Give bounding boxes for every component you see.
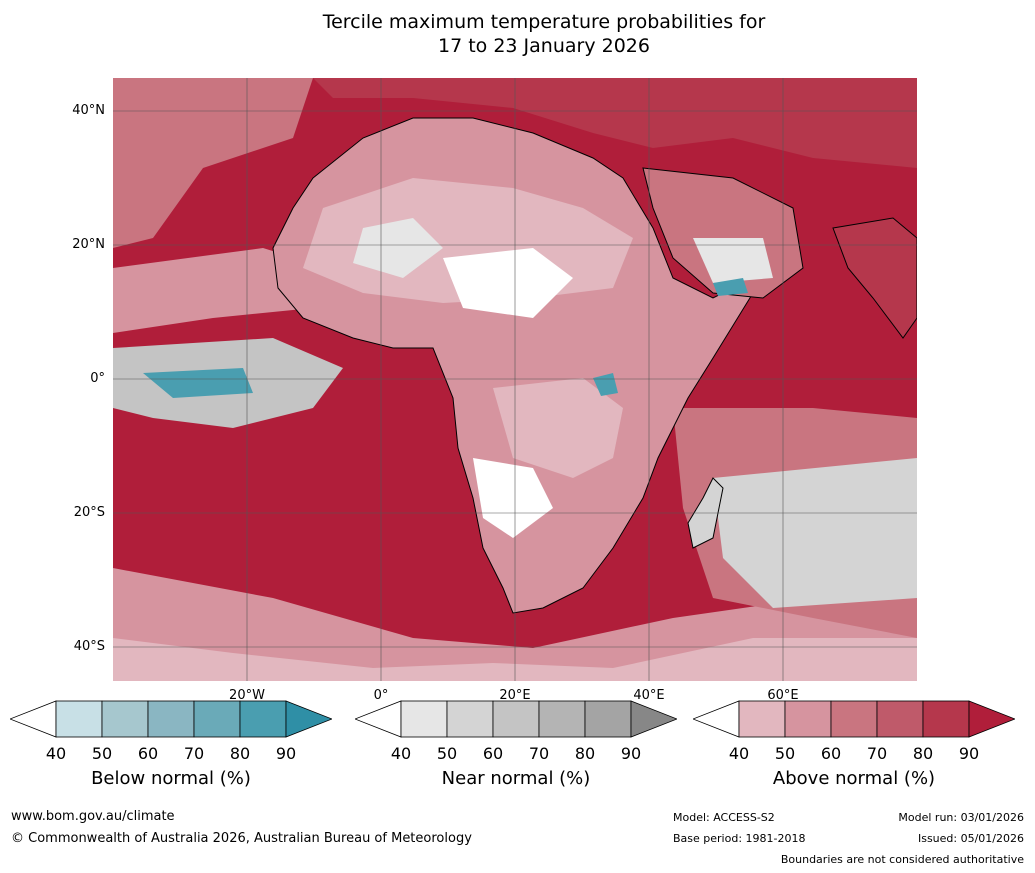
colorbar-above-extend-high <box>968 700 1015 738</box>
lat-label-0: 0° <box>90 371 105 386</box>
lon-label-20e: 20°E <box>499 688 531 703</box>
colorbar-above-bin-70-80 <box>876 700 924 738</box>
india-landmass <box>832 217 917 339</box>
colorbar-below-bin-60-70 <box>147 700 195 738</box>
colorbar-below-extend-low <box>10 700 57 738</box>
tick-near-50: 50 <box>436 744 458 763</box>
colorbar-near <box>355 700 677 738</box>
colorbar-near-extend-low <box>355 700 402 738</box>
region-below-normal-atlantic <box>143 368 253 398</box>
colorbar-below-bin-80-90 <box>239 700 287 738</box>
tick-near-60: 60 <box>482 744 504 763</box>
colorbar-below-extend-high <box>285 700 332 738</box>
colorbar-near-bin-80-90 <box>584 700 632 738</box>
colorbar-above <box>693 700 1015 738</box>
tick-above-60: 60 <box>820 744 842 763</box>
legend-title-near: Near normal (%) <box>441 768 591 789</box>
footer-model-run: Model run: 03/01/2026 <box>898 811 1024 824</box>
footer-base-period: Base period: 1981-2018 <box>673 832 806 845</box>
colorbar-near-bin-40-50 <box>400 700 448 738</box>
lat-label-20s: 20°S <box>73 505 105 520</box>
region-sahel-white <box>443 248 573 318</box>
tick-near-90: 90 <box>620 744 642 763</box>
colorbar-near-bin-70-80 <box>538 700 586 738</box>
lon-label-0: 0° <box>373 688 389 703</box>
region-europe <box>313 78 917 168</box>
colorbar-below-bin-50-60 <box>101 700 149 738</box>
footer-issued: Issued: 05/01/2026 <box>917 832 1024 845</box>
tick-below-70: 70 <box>183 744 205 763</box>
colorbar-above-bin-50-60 <box>784 700 832 738</box>
footer-disclaimer: Boundaries are not considered authoritat… <box>780 853 1024 866</box>
colorbar-above-bin-60-70 <box>830 700 878 738</box>
footer-website: www.bom.gov.au/climate <box>11 809 175 824</box>
tick-above-40: 40 <box>728 744 750 763</box>
legend-near-normal <box>355 700 677 738</box>
tick-below-90: 90 <box>275 744 297 763</box>
footer-copyright: © Commonwealth of Australia 2026, Austra… <box>11 831 472 846</box>
colorbar-above-bin-40-50 <box>738 700 786 738</box>
region-yemen-below <box>713 278 748 296</box>
colorbar-near-bin-60-70 <box>492 700 540 738</box>
probability-map <box>113 78 917 681</box>
colorbar-above-bin-80-90 <box>922 700 970 738</box>
colorbar-above-extend-low <box>693 700 740 738</box>
map-canvas <box>113 78 917 681</box>
region-north-atlantic <box>113 78 313 248</box>
tick-below-40: 40 <box>45 744 67 763</box>
lat-label-40s: 40°S <box>73 639 105 654</box>
title-line-1: Tercile maximum temperature probabilitie… <box>322 11 766 33</box>
colorbar-near-extend-high <box>630 700 677 738</box>
tick-above-50: 50 <box>774 744 796 763</box>
tick-below-50: 50 <box>91 744 113 763</box>
lon-label-20w: 20°W <box>229 688 265 703</box>
lon-label-60e: 60°E <box>767 688 799 703</box>
region-sahara-near <box>353 218 443 278</box>
legend-title-above: Above normal (%) <box>772 768 936 789</box>
legend-above-normal <box>693 700 1015 738</box>
tick-above-90: 90 <box>958 744 980 763</box>
lon-label-40e: 40°E <box>633 688 665 703</box>
tick-above-80: 80 <box>912 744 934 763</box>
title-line-2: 17 to 23 January 2026 <box>438 35 650 57</box>
colorbar-below <box>10 700 332 738</box>
region-south-central <box>493 378 623 478</box>
footer-model: Model: ACCESS-S2 <box>673 811 775 824</box>
tick-below-60: 60 <box>137 744 159 763</box>
region-southern-ocean-light <box>113 638 917 681</box>
region-kalahari-white <box>473 458 553 538</box>
tick-below-80: 80 <box>229 744 251 763</box>
tick-near-70: 70 <box>528 744 550 763</box>
tick-near-80: 80 <box>574 744 596 763</box>
colorbar-below-bin-70-80 <box>193 700 241 738</box>
lat-label-40n: 40°N <box>72 103 105 118</box>
legend-below-normal <box>10 700 332 738</box>
legend-title-below: Below normal (%) <box>91 768 251 789</box>
colorbar-below-bin-40-50 <box>55 700 103 738</box>
lat-label-20n: 20°N <box>72 237 105 252</box>
region-arabia-near <box>693 238 773 283</box>
colorbar-near-bin-50-60 <box>446 700 494 738</box>
map-title: Tercile maximum temperature probabilitie… <box>0 10 1035 58</box>
tick-above-70: 70 <box>866 744 888 763</box>
region-indian-ocean-near <box>713 458 917 608</box>
tick-near-40: 40 <box>390 744 412 763</box>
graticule <box>113 78 917 681</box>
